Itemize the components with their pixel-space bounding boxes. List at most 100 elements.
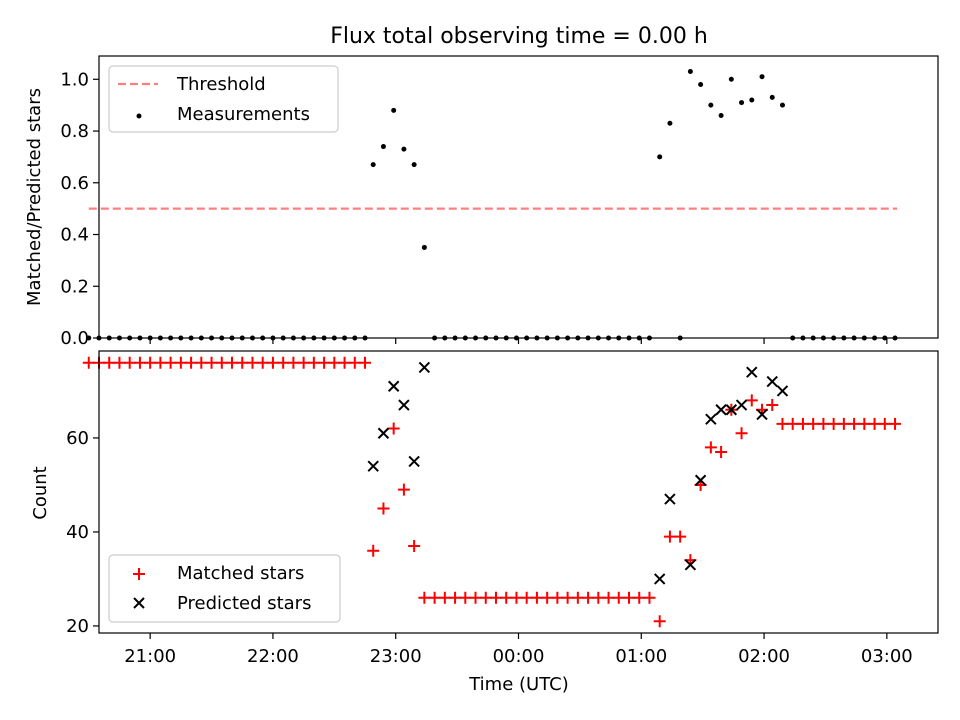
- measurement-point: [718, 113, 724, 119]
- bottom-y-tick-label: 60: [66, 428, 89, 449]
- matched-star-point: [348, 356, 361, 369]
- matched-star-point: [500, 591, 513, 604]
- bottom-plot-marks: [82, 356, 902, 628]
- matched-star-point: [287, 356, 300, 369]
- matched-star-point: [551, 591, 564, 604]
- measurement-point: [749, 97, 755, 103]
- matched-star-point: [174, 356, 187, 369]
- matched-star-point: [133, 356, 146, 369]
- predicted-star-point: [377, 427, 390, 439]
- matched-star-point: [438, 591, 451, 604]
- matched-star-point: [459, 591, 472, 604]
- matched-star-point: [848, 417, 861, 430]
- measurement-point: [728, 76, 734, 82]
- matched-star-point: [766, 399, 779, 412]
- matched-star-point: [359, 356, 372, 369]
- matched-star-point: [328, 356, 341, 369]
- measurement-point: [759, 74, 765, 80]
- matched-star-point: [612, 591, 625, 604]
- top-panel: 0.0 0.2 0.4 0.6 0.8 1.0 Matched/Predicted sta…: [24, 55, 939, 349]
- matched-star-point: [663, 530, 676, 543]
- bottom-x-tick-label: 01:00: [615, 646, 667, 667]
- matched-star-point: [520, 591, 533, 604]
- predicted-star-point: [367, 460, 379, 472]
- matched-star-point: [889, 417, 902, 430]
- top-y-tick-label: 0.8: [60, 121, 89, 142]
- matched-star-point: [602, 591, 615, 604]
- matched-star-point: [489, 591, 502, 604]
- top-x-axis-ticks: [149, 338, 888, 344]
- matched-star-point: [307, 356, 320, 369]
- bottom-x-tick-label: 00:00: [493, 646, 545, 667]
- predicted-star-point: [746, 366, 758, 378]
- predicted-star-point: [715, 404, 727, 416]
- top-y-axis: 0.0 0.2 0.4 0.6 0.8 1.0: [60, 69, 99, 349]
- bottom-legend-box: [108, 554, 341, 623]
- measurement-point: [391, 107, 397, 113]
- matched-star-point: [338, 356, 351, 369]
- legend-threshold-label: Threshold: [176, 74, 266, 95]
- matched-star-point: [367, 544, 380, 557]
- matched-star-point: [408, 540, 421, 553]
- top-legend-box: [108, 65, 339, 133]
- predicted-star-point: [705, 413, 717, 425]
- predicted-star-point: [735, 399, 748, 411]
- bottom-legend: Matched stars Predicted stars: [108, 554, 341, 623]
- matched-star-point: [103, 356, 116, 369]
- predicted-star-point: [408, 455, 420, 468]
- predicted-star-point: [694, 474, 707, 486]
- predicted-star-point: [418, 361, 431, 374]
- matched-star-point: [582, 591, 595, 604]
- matched-star-point: [123, 356, 136, 369]
- matched-star-point: [418, 591, 431, 604]
- legend-measurements-swatch: [136, 113, 142, 119]
- predicted-star-point: [684, 559, 697, 571]
- bottom-x-tick-label: 21:00: [124, 646, 176, 667]
- matched-star-point: [633, 591, 646, 604]
- legend-measurements-label: Measurements: [177, 104, 310, 125]
- matched-star-point: [428, 591, 441, 604]
- matched-star-point: [837, 417, 850, 430]
- bottom-x-axis: 21:00 22:00 23:00 00:00 01:00 02:00 03:00: [124, 633, 913, 667]
- matched-star-point: [571, 591, 584, 604]
- measurement-point: [779, 102, 785, 108]
- top-y-tick-label: 0.2: [60, 276, 89, 297]
- matched-star-point: [530, 591, 543, 604]
- predicted-star-point: [725, 404, 738, 416]
- measurement-point: [687, 69, 693, 75]
- matched-star-point: [397, 483, 410, 496]
- legend-predicted-label: Predicted stars: [177, 593, 311, 614]
- measurement-point: [401, 146, 407, 152]
- matched-star-point: [215, 356, 228, 369]
- matched-star-point: [868, 417, 881, 430]
- matched-star-point: [277, 356, 290, 369]
- matched-star-point: [653, 615, 666, 628]
- matched-star-point: [246, 356, 259, 369]
- matched-star-point: [858, 417, 871, 430]
- matched-star-point: [469, 591, 482, 604]
- matched-star-point: [195, 356, 208, 369]
- matched-star-point: [510, 591, 523, 604]
- measurement-point: [421, 244, 427, 250]
- measurement-point: [370, 162, 376, 168]
- matched-star-point: [256, 356, 269, 369]
- matched-star-point: [878, 417, 891, 430]
- matched-star-point: [164, 356, 177, 369]
- matched-star-point: [796, 417, 809, 430]
- predicted-star-point: [387, 380, 400, 392]
- bottom-y-tick-label: 40: [66, 522, 89, 543]
- measurement-point: [86, 335, 92, 341]
- matched-star-point: [82, 356, 95, 369]
- matched-star-point: [387, 422, 400, 435]
- bottom-y-axis-label: Count: [30, 466, 51, 519]
- bottom-x-tick-label: 22:00: [247, 646, 299, 667]
- top-y-tick-label: 0.0: [60, 328, 89, 349]
- matched-star-point: [144, 356, 157, 369]
- predicted-star-point: [756, 408, 768, 421]
- matched-star-point: [704, 441, 717, 454]
- legend-matched-swatch: [133, 568, 145, 580]
- bottom-x-tick-label: 02:00: [738, 646, 790, 667]
- matched-star-point: [807, 417, 820, 430]
- measurement-point: [667, 120, 673, 126]
